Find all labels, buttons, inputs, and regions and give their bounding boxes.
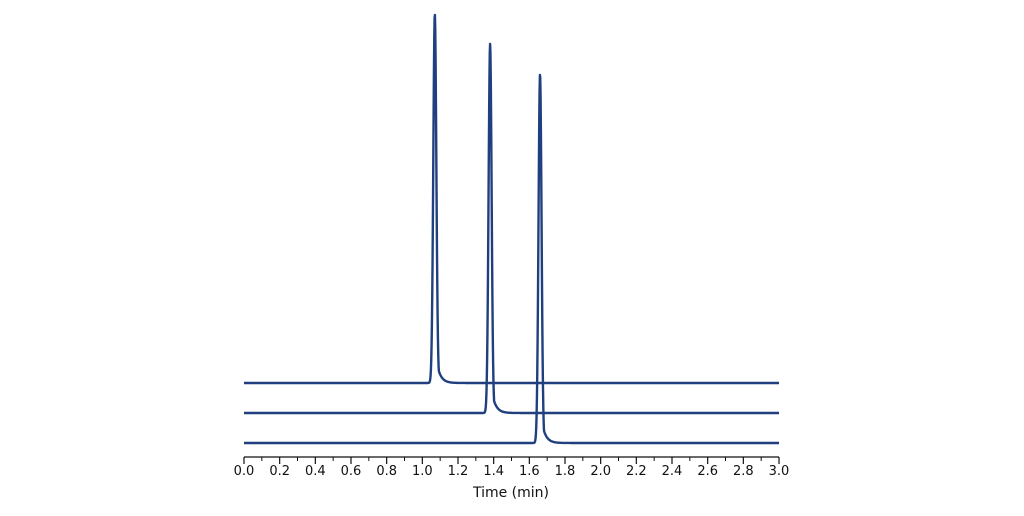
x-tick-label: 0.0 — [234, 464, 255, 479]
x-tick-label: 1.8 — [555, 464, 576, 479]
x-tick-label: 0.4 — [305, 464, 326, 479]
x-tick-label: 1.6 — [519, 464, 540, 479]
x-tick-label: 2.6 — [697, 464, 718, 479]
x-tick-label: 1.2 — [448, 464, 469, 479]
x-tick-label: 0.6 — [341, 464, 362, 479]
x-tick-label: 1.4 — [483, 464, 504, 479]
x-tick-label: 2.0 — [590, 464, 611, 479]
chromatogram-traces — [243, 13, 780, 445]
chromatogram-trace-1 — [243, 13, 780, 385]
x-tick-label: 0.2 — [269, 464, 290, 479]
x-tick-label: 2.2 — [626, 464, 647, 479]
x-tick-label: 3.0 — [769, 464, 790, 479]
chromatogram-trace-3 — [243, 73, 780, 445]
x-tick-label: 0.8 — [376, 464, 397, 479]
x-tick-label: 2.8 — [733, 464, 754, 479]
x-tick-label: 2.4 — [662, 464, 683, 479]
x-axis: 0.0 0.2 0.4 0.6 0.8 1.0 1.2 1.4 1.6 1.8 2.0 2.2 2.4 2… — [234, 456, 790, 479]
x-tick-label: 1.0 — [412, 464, 433, 479]
x-axis-title: Time (min) — [472, 485, 549, 501]
chromatogram-trace-2 — [243, 42, 780, 415]
